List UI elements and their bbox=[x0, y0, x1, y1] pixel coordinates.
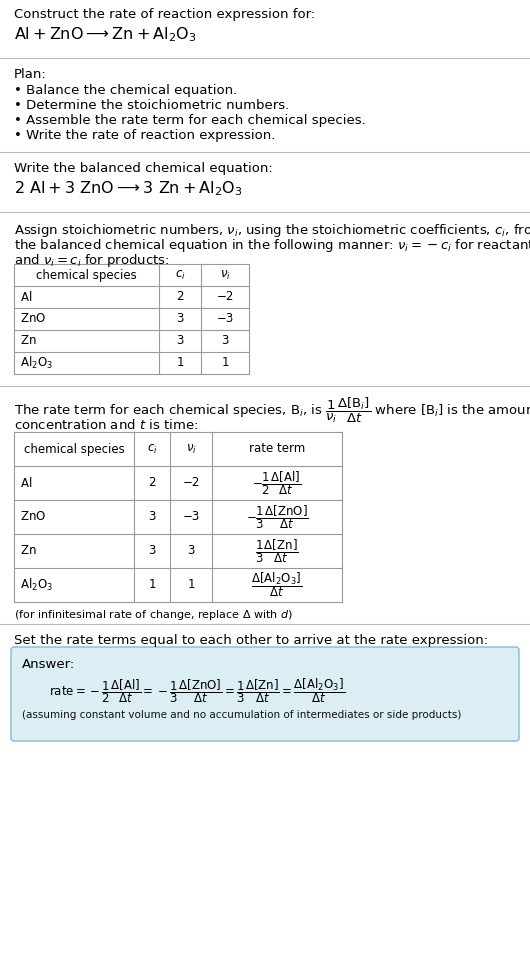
Text: $c_i$: $c_i$ bbox=[147, 442, 157, 456]
Text: The rate term for each chemical species, $\mathrm{B}_i$, is $\dfrac{1}{\nu_i}\df: The rate term for each chemical species,… bbox=[14, 396, 530, 426]
Text: −3: −3 bbox=[216, 313, 234, 326]
Text: concentration and $t$ is time:: concentration and $t$ is time: bbox=[14, 418, 198, 432]
Text: 1: 1 bbox=[221, 357, 229, 369]
Text: and $\nu_i = c_i$ for products:: and $\nu_i = c_i$ for products: bbox=[14, 252, 170, 269]
Text: • Balance the chemical equation.: • Balance the chemical equation. bbox=[14, 84, 237, 97]
Text: 1: 1 bbox=[176, 357, 184, 369]
Text: $\mathrm{Al_2O_3}$: $\mathrm{Al_2O_3}$ bbox=[20, 355, 53, 371]
Text: $\nu_i$: $\nu_i$ bbox=[219, 268, 231, 282]
Text: −3: −3 bbox=[182, 510, 200, 524]
Text: −2: −2 bbox=[216, 291, 234, 303]
Text: 3: 3 bbox=[148, 510, 156, 524]
Text: 2: 2 bbox=[176, 291, 184, 303]
Text: $\mathrm{Al}$: $\mathrm{Al}$ bbox=[20, 476, 32, 490]
Text: $\mathrm{ZnO}$: $\mathrm{ZnO}$ bbox=[20, 313, 46, 326]
Text: chemical species: chemical species bbox=[24, 442, 125, 456]
Text: $\dfrac{1}{3}\dfrac{\Delta[\mathrm{Zn}]}{\Delta t}$: $\dfrac{1}{3}\dfrac{\Delta[\mathrm{Zn}]}… bbox=[255, 538, 299, 565]
Text: Write the balanced chemical equation:: Write the balanced chemical equation: bbox=[14, 162, 273, 175]
Text: $\mathrm{Zn}$: $\mathrm{Zn}$ bbox=[20, 544, 37, 558]
Text: • Assemble the rate term for each chemical species.: • Assemble the rate term for each chemic… bbox=[14, 114, 366, 127]
Text: $c_i$: $c_i$ bbox=[175, 268, 186, 282]
Text: −2: −2 bbox=[182, 476, 200, 490]
Text: (for infinitesimal rate of change, replace $\Delta$ with $d$): (for infinitesimal rate of change, repla… bbox=[14, 608, 293, 622]
Text: 1: 1 bbox=[148, 578, 156, 592]
Text: $\dfrac{\Delta[\mathrm{Al_2O_3}]}{\Delta t}$: $\dfrac{\Delta[\mathrm{Al_2O_3}]}{\Delta… bbox=[251, 571, 303, 600]
FancyBboxPatch shape bbox=[11, 647, 519, 741]
Text: $\mathrm{rate} = -\dfrac{1}{2}\dfrac{\Delta[\mathrm{Al}]}{\Delta t} = -\dfrac{1}: $\mathrm{rate} = -\dfrac{1}{2}\dfrac{\De… bbox=[49, 676, 345, 705]
Text: 3: 3 bbox=[222, 334, 228, 348]
Text: $-\dfrac{1}{2}\dfrac{\Delta[\mathrm{Al}]}{\Delta t}$: $-\dfrac{1}{2}\dfrac{\Delta[\mathrm{Al}]… bbox=[252, 469, 302, 497]
Text: $\mathrm{Al}$: $\mathrm{Al}$ bbox=[20, 290, 32, 304]
Text: $\nu_i$: $\nu_i$ bbox=[186, 442, 197, 456]
Text: 3: 3 bbox=[176, 313, 184, 326]
Text: the balanced chemical equation in the following manner: $\nu_i = -c_i$ for react: the balanced chemical equation in the fo… bbox=[14, 237, 530, 254]
Text: • Determine the stoichiometric numbers.: • Determine the stoichiometric numbers. bbox=[14, 99, 289, 112]
Text: (assuming constant volume and no accumulation of intermediates or side products): (assuming constant volume and no accumul… bbox=[22, 710, 462, 720]
Text: 2: 2 bbox=[148, 476, 156, 490]
Text: 3: 3 bbox=[187, 544, 195, 558]
Text: 1: 1 bbox=[187, 578, 195, 592]
Text: $\mathrm{Zn}$: $\mathrm{Zn}$ bbox=[20, 334, 37, 348]
Text: chemical species: chemical species bbox=[36, 268, 137, 282]
Text: Construct the rate of reaction expression for:: Construct the rate of reaction expressio… bbox=[14, 8, 315, 21]
Text: • Write the rate of reaction expression.: • Write the rate of reaction expression. bbox=[14, 129, 276, 142]
Text: $\mathrm{ZnO}$: $\mathrm{ZnO}$ bbox=[20, 510, 46, 524]
Text: Plan:: Plan: bbox=[14, 68, 47, 81]
Text: $\mathrm{Al_2O_3}$: $\mathrm{Al_2O_3}$ bbox=[20, 577, 53, 593]
Text: rate term: rate term bbox=[249, 442, 305, 456]
Text: $\mathrm{Al + ZnO \longrightarrow Zn + Al_2O_3}$: $\mathrm{Al + ZnO \longrightarrow Zn + A… bbox=[14, 25, 197, 44]
Text: 3: 3 bbox=[176, 334, 184, 348]
Text: Answer:: Answer: bbox=[22, 658, 75, 671]
Text: $-\dfrac{1}{3}\dfrac{\Delta[\mathrm{ZnO}]}{\Delta t}$: $-\dfrac{1}{3}\dfrac{\Delta[\mathrm{ZnO}… bbox=[245, 503, 308, 531]
Text: 3: 3 bbox=[148, 544, 156, 558]
Text: Assign stoichiometric numbers, $\nu_i$, using the stoichiometric coefficients, $: Assign stoichiometric numbers, $\nu_i$, … bbox=[14, 222, 530, 239]
Text: Set the rate terms equal to each other to arrive at the rate expression:: Set the rate terms equal to each other t… bbox=[14, 634, 488, 647]
Text: $\mathrm{2\ Al + 3\ ZnO \longrightarrow 3\ Zn + Al_2O_3}$: $\mathrm{2\ Al + 3\ ZnO \longrightarrow … bbox=[14, 179, 243, 197]
